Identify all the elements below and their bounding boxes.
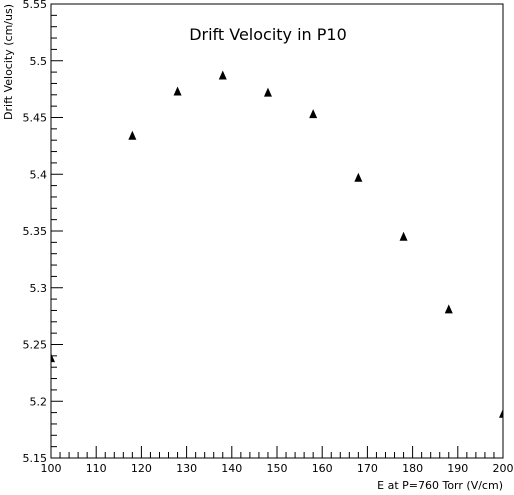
data-points-layer [51,70,503,418]
x-tick-label: 170 [357,462,378,475]
data-point [51,353,55,363]
x-tick-label: 180 [402,462,423,475]
data-point [218,70,227,80]
y-tick-label: 5.35 [23,225,48,238]
x-tick-label: 110 [86,462,107,475]
x-tick-label: 100 [41,462,62,475]
y-tick-label: 5.45 [23,112,48,125]
x-tick-label: 150 [267,462,288,475]
data-point [173,86,182,96]
labels-layer: Drift Velocity in P10 E at P=760 Torr (V… [2,4,503,492]
data-point [263,87,272,97]
ticks-layer: 100 110 120 130 140 150 160 170 180 190 200 5.15 5.2… [23,0,514,475]
axes-layer [50,3,504,459]
data-point [499,408,503,418]
data-point [309,109,318,119]
data-point [354,172,363,182]
y-axis-label: Drift Velocity (cm/us) [2,4,15,120]
chart-title: Drift Velocity in P10 [189,25,347,44]
x-tick-label: 190 [447,462,468,475]
y-tick-label: 5.2 [30,395,48,408]
y-tick-label: 5.3 [30,282,48,295]
x-tick-label: 200 [493,462,514,475]
data-point [444,304,453,314]
y-tick-label: 5.55 [23,0,48,11]
x-tick-label: 130 [176,462,197,475]
x-tick-label: 160 [312,462,333,475]
y-tick-label: 5.4 [30,168,48,181]
data-point [128,130,137,140]
x-tick-label: 140 [221,462,242,475]
y-tick-label: 5.25 [23,339,48,352]
x-tick-label: 120 [131,462,152,475]
x-axis-label: E at P=760 Torr (V/cm) [377,479,503,491]
data-point [399,231,408,241]
plot-frame [50,3,504,459]
y-tick-label: 5.5 [30,55,48,68]
y-tick-label: 5.15 [23,452,48,465]
